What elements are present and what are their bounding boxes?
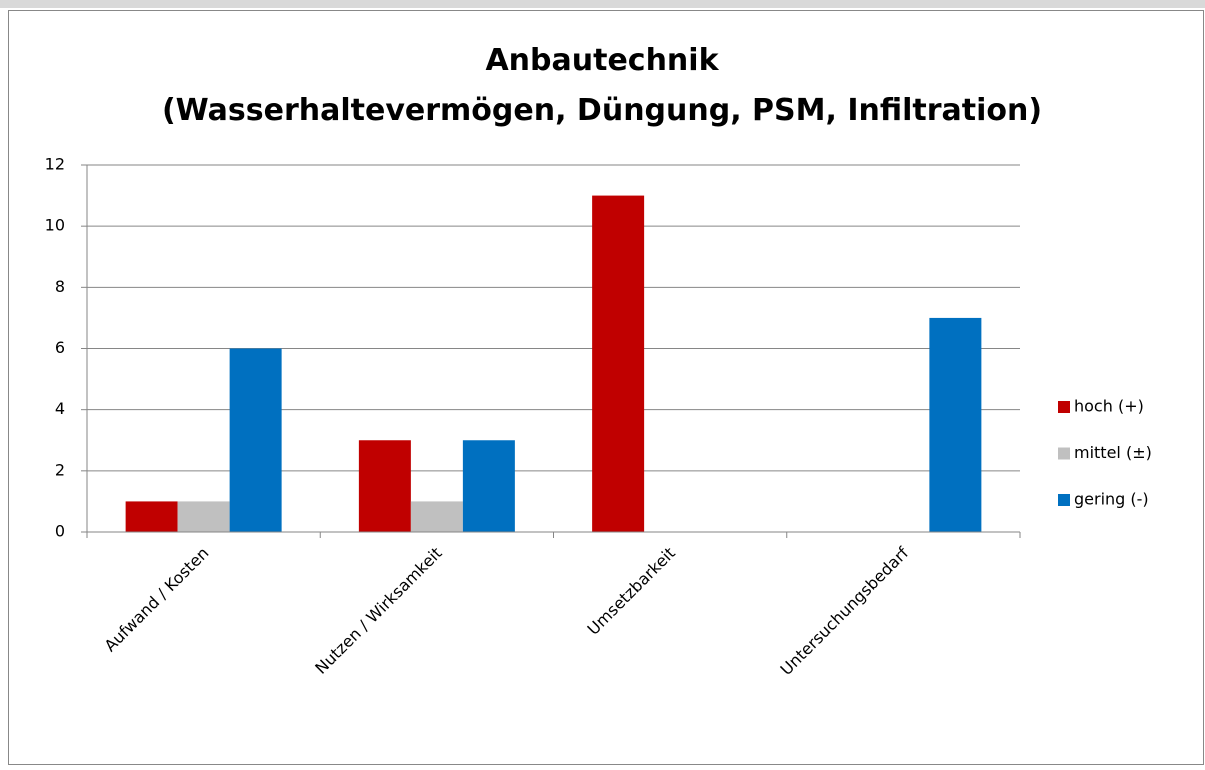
y-tick-label: 6 (55, 338, 65, 357)
bar (229, 348, 282, 532)
bar (177, 501, 230, 532)
top-strip (0, 0, 1205, 8)
legend-swatch (1058, 494, 1070, 506)
bar (358, 440, 411, 532)
bar (462, 440, 515, 532)
legend-swatch (1058, 401, 1070, 413)
y-tick-label: 10 (45, 216, 65, 235)
legend-label: mittel (±) (1074, 443, 1152, 462)
bar (125, 501, 178, 532)
y-tick-label: 8 (55, 277, 65, 296)
bar (410, 501, 463, 532)
legend-label: gering (-) (1074, 490, 1149, 509)
y-tick-label: 12 (45, 155, 65, 174)
chart-title: Anbautechnik (485, 43, 719, 78)
y-tick-label: 0 (55, 522, 65, 541)
bar (592, 195, 645, 533)
bar (929, 317, 982, 532)
y-tick-label: 4 (55, 399, 65, 418)
legend-label: hoch (+) (1074, 397, 1144, 416)
y-tick-label: 2 (55, 460, 65, 479)
legend-swatch (1058, 447, 1070, 460)
chart-title: (Wasserhaltevermögen, Düngung, PSM, Infi… (162, 93, 1042, 128)
